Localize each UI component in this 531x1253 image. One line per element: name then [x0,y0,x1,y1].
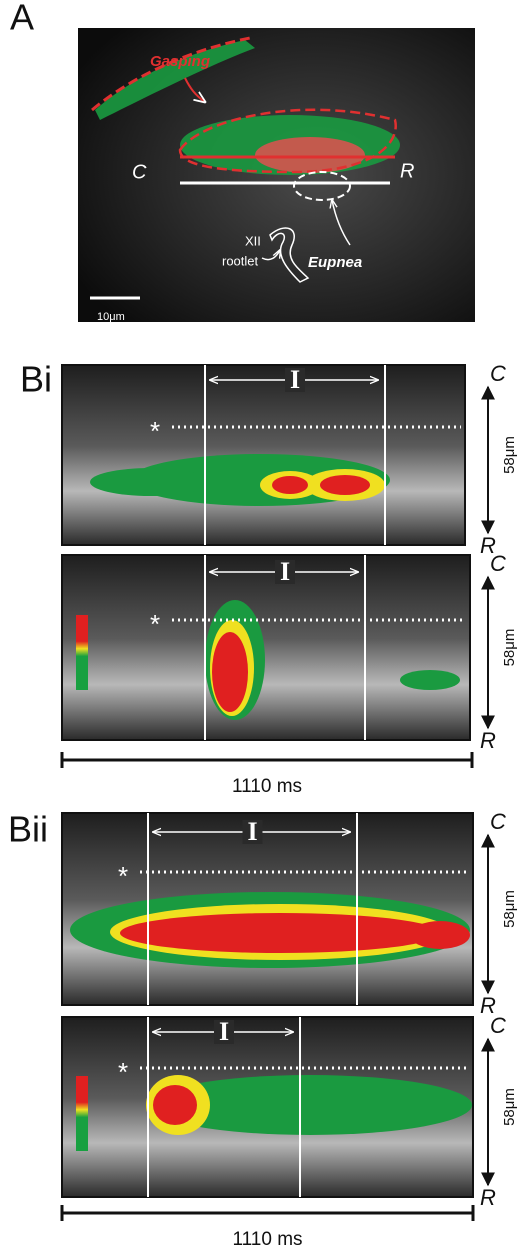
interval-label: I [247,817,257,846]
outline [178,108,397,174]
rostral-label: R [480,728,496,753]
color-bar [76,615,88,690]
marker: * [150,416,160,446]
annotation: R [400,160,414,182]
trace-panel: I * C R 58μm [61,1013,518,1210]
signal [153,1085,197,1125]
caudal-label: C [490,809,506,834]
marker: * [150,609,160,639]
signal [320,475,370,495]
panel-label: A [10,0,34,38]
distance-label: 58μm [501,436,518,474]
marker: * [118,861,128,891]
panel-a: A Gasping C R XII rootlet Eupnea 10μm [10,0,475,323]
marker: * [118,1057,128,1087]
annotation: XII [245,233,261,248]
signal [272,476,308,494]
annotation: rootlet [222,253,259,268]
color-bar [76,1076,88,1151]
caudal-label: C [490,1013,506,1038]
panel-label: Bi [20,359,52,400]
annotation: C [132,161,147,183]
annotation: Eupnea [308,254,362,271]
signal [410,921,470,949]
time-label: 1110 ms [232,1229,302,1250]
signal [90,468,210,496]
signal [212,632,248,712]
arrow [184,77,205,102]
trace-panel: I * C R 58μm [61,361,518,558]
rostral-label: R [480,533,496,558]
caudal-label: C [490,361,506,386]
gasping-outline [91,36,251,112]
annotation: Gasping [150,53,210,70]
interval-label: I [280,557,290,586]
label-bg [214,1020,234,1044]
rostral-label: R [480,993,496,1018]
caudal-label: C [490,551,506,576]
label-bg [285,368,305,392]
interval-label: I [290,365,300,394]
gasping-signal [95,40,255,120]
scale-bar-label: 10μm [97,311,125,323]
distance-label: 58μm [501,1088,518,1126]
distance-label: 58μm [501,890,518,928]
label-bg [275,560,295,584]
signal [148,1075,472,1135]
interval-label: I [219,1017,229,1046]
time-label: 1110 ms [232,776,302,797]
arrow [261,250,280,261]
signal [120,913,440,953]
trace-panel: I * C R 58μm [61,551,518,753]
image [61,554,471,741]
panel-label: Bii [8,809,48,850]
signal-core [255,137,365,173]
trace-panel: I * C R 58μm [61,809,518,1018]
arrow [332,200,351,246]
rootlet-shape [269,227,310,283]
signal [400,670,460,690]
label-bg [242,820,263,844]
distance-label: 58μm [501,629,518,667]
rostral-label: R [480,1185,496,1210]
eupnea-outline [293,171,351,201]
